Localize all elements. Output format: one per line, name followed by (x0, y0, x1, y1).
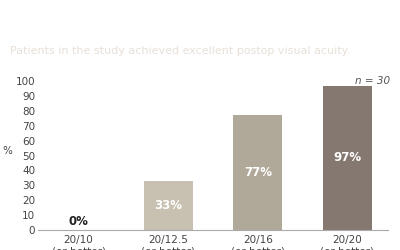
Bar (323, 86, 372, 230)
Text: 0%: 0% (69, 215, 88, 228)
Text: 33%: 33% (154, 199, 182, 212)
Text: 77%: 77% (244, 166, 272, 179)
Bar (144, 181, 193, 230)
Text: 97%: 97% (333, 151, 362, 164)
Text: Figure 1. Binocular visual acuity at 1 day: Figure 1. Binocular visual acuity at 1 d… (10, 16, 348, 31)
Bar (233, 116, 282, 230)
Y-axis label: %: % (2, 146, 12, 156)
Text: Patients in the study achieved excellent postop visual acuity.: Patients in the study achieved excellent… (10, 46, 350, 56)
Text: n = 30: n = 30 (355, 76, 390, 86)
